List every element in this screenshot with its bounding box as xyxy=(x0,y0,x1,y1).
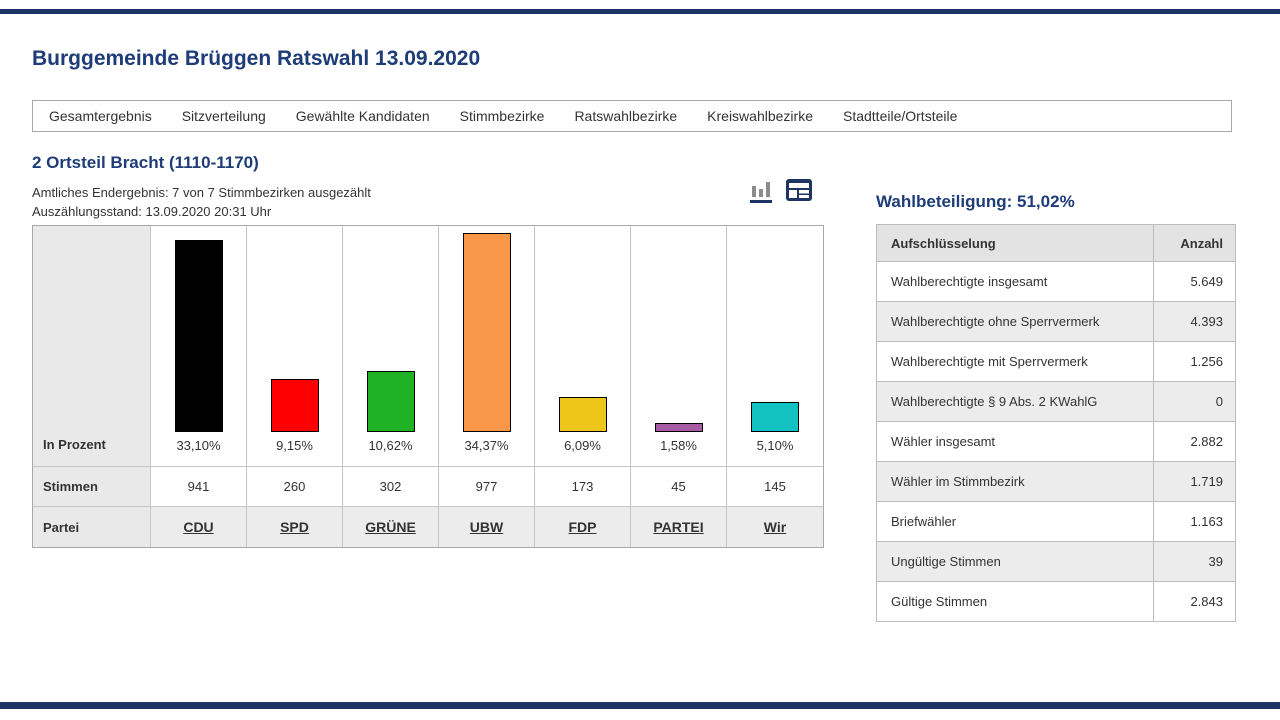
nav-tab-stadtteile-ortsteile[interactable]: Stadtteile/Ortsteile xyxy=(842,108,958,124)
party-cell-UBW: UBW xyxy=(439,507,535,547)
turnout-row-label: Ungültige Stimmen xyxy=(876,541,1154,582)
votes-cell-Wir: 145 xyxy=(727,467,823,507)
nav-tab-sitzverteilung[interactable]: Sitzverteilung xyxy=(181,108,266,124)
turnout-col-value: Anzahl xyxy=(1153,224,1236,262)
turnout-row: Wahlberechtigte § 9 Abs. 2 KWahlG 0 xyxy=(876,381,1236,422)
chart-cell-PARTEI: 1,58% xyxy=(631,226,727,467)
turnout-row-value: 1.256 xyxy=(1153,341,1236,382)
bar-SPD xyxy=(270,379,319,432)
percent-label-PARTEI: 1,58% xyxy=(660,438,697,453)
party-link-Wir[interactable]: Wir xyxy=(763,519,787,535)
turnout-row-value: 39 xyxy=(1153,541,1236,582)
chart-cell-FDP: 6,09% xyxy=(535,226,631,467)
turnout-row-label: Wähler im Stimmbezirk xyxy=(876,461,1154,502)
turnout-row: Wahlberechtigte ohne Sperrvermerk 4.393 xyxy=(876,301,1236,342)
turnout-row-label: Wahlberechtigte insgesamt xyxy=(876,261,1154,302)
turnout-row: Ungültige Stimmen 39 xyxy=(876,541,1236,582)
turnout-header-row: Aufschlüsselung Anzahl xyxy=(876,224,1236,262)
nav-tab-gesamtergebnis[interactable]: Gesamtergebnis xyxy=(49,108,152,124)
party-cell-SPD: SPD xyxy=(247,507,343,547)
turnout-row-label: Wahlberechtigte ohne Sperrvermerk xyxy=(876,301,1154,342)
nav-tab-kreiswahlbezirke[interactable]: Kreiswahlbezirke xyxy=(707,108,813,124)
turnout-heading: Wahlbeteiligung: 51,02% xyxy=(876,192,1075,211)
row-label-votes: Stimmen xyxy=(33,467,151,507)
votes-cell-FDP: 173 xyxy=(535,467,631,507)
view-switcher xyxy=(750,175,812,208)
nav-tab-stimmbezirke[interactable]: Stimmbezirke xyxy=(459,108,545,124)
turnout-row: Wähler insgesamt 2.882 xyxy=(876,421,1236,462)
turnout-table: Aufschlüsselung Anzahl Wahlberechtigte ins… xyxy=(876,224,1236,622)
turnout-row: Wahlberechtigte mit Sperrvermerk 1.256 xyxy=(876,341,1236,382)
bar-CDU xyxy=(174,240,223,432)
footer-rule xyxy=(0,702,1280,709)
party-cell-PARTEI: PARTEI xyxy=(631,507,727,547)
turnout-row-label: Briefwähler xyxy=(876,501,1154,542)
turnout-row-value: 1.719 xyxy=(1153,461,1236,502)
percent-label-UBW: 34,37% xyxy=(464,438,509,453)
chart-cell-Wir: 5,10% xyxy=(727,226,823,467)
turnout-col-label: Aufschlüsselung xyxy=(876,224,1154,262)
chart-cell-GRÜNE: 10,62% xyxy=(343,226,439,467)
results-chart-table: In Prozent 33,10% 9,15% 10,62% 34,37% 6,09% 1,… xyxy=(32,225,824,548)
bar-chart-view-icon[interactable] xyxy=(750,175,774,208)
turnout-row: Briefwähler 1.163 xyxy=(876,501,1236,542)
table-view-icon[interactable] xyxy=(786,179,812,208)
header-rule xyxy=(0,9,1280,14)
party-link-SPD[interactable]: SPD xyxy=(280,519,309,535)
party-cell-Wir: Wir xyxy=(727,507,823,547)
turnout-row: Gültige Stimmen 2.843 xyxy=(876,581,1236,622)
votes-cell-GRÜNE: 302 xyxy=(343,467,439,507)
chart-cell-CDU: 33,10% xyxy=(151,226,247,467)
votes-cell-SPD: 260 xyxy=(247,467,343,507)
bar-Wir xyxy=(751,402,799,432)
main-nav: Gesamtergebnis Sitzverteilung Gewählte Kan… xyxy=(32,100,1232,132)
turnout-row-value: 1.163 xyxy=(1153,501,1236,542)
votes-cell-UBW: 977 xyxy=(439,467,535,507)
section-heading: 2 Ortsteil Bracht (1110-1170) xyxy=(32,153,259,172)
chart-cell-UBW: 34,37% xyxy=(439,226,535,467)
party-link-FDP[interactable]: FDP xyxy=(568,519,597,535)
bar-FDP xyxy=(558,397,607,432)
party-link-UBW[interactable]: UBW xyxy=(469,519,504,535)
party-link-GRÜNE[interactable]: GRÜNE xyxy=(365,519,416,535)
count-status-text: Auszählungsstand: 13.09.2020 20:31 Uhr xyxy=(32,204,272,219)
chart-cell-SPD: 9,15% xyxy=(247,226,343,467)
result-status-text: Amtliches Endergebnis: 7 von 7 Stimmbezi… xyxy=(32,185,371,200)
percent-label-SPD: 9,15% xyxy=(276,438,313,453)
percent-label-GRÜNE: 10,62% xyxy=(368,438,413,453)
turnout-row: Wähler im Stimmbezirk 1.719 xyxy=(876,461,1236,502)
bar-PARTEI xyxy=(654,423,703,432)
turnout-row-value: 5.649 xyxy=(1153,261,1236,302)
turnout-row-label: Wähler insgesamt xyxy=(876,421,1154,462)
party-link-PARTEI[interactable]: PARTEI xyxy=(653,519,704,535)
party-cell-FDP: FDP xyxy=(535,507,631,547)
turnout-row-value: 4.393 xyxy=(1153,301,1236,342)
votes-cell-CDU: 941 xyxy=(151,467,247,507)
turnout-row-value: 2.843 xyxy=(1153,581,1236,622)
turnout-row-value: 2.882 xyxy=(1153,421,1236,462)
turnout-row-value: 0 xyxy=(1153,381,1236,422)
bar-UBW xyxy=(462,233,511,432)
nav-tab-gew-hlte-kandidaten[interactable]: Gewählte Kandidaten xyxy=(295,108,430,124)
party-cell-GRÜNE: GRÜNE xyxy=(343,507,439,547)
nav-tab-ratswahlbezirke[interactable]: Ratswahlbezirke xyxy=(574,108,678,124)
row-label-percent: In Prozent xyxy=(33,226,151,467)
percent-label-Wir: 5,10% xyxy=(756,438,794,453)
party-cell-CDU: CDU xyxy=(151,507,247,547)
row-label-party: Partei xyxy=(33,507,151,547)
turnout-row-label: Gültige Stimmen xyxy=(876,581,1154,622)
turnout-row: Wahlberechtigte insgesamt 5.649 xyxy=(876,261,1236,302)
turnout-row-label: Wahlberechtigte § 9 Abs. 2 KWahlG xyxy=(876,381,1154,422)
votes-cell-PARTEI: 45 xyxy=(631,467,727,507)
party-link-CDU[interactable]: CDU xyxy=(183,519,214,535)
page-title: Burggemeinde Brüggen Ratswahl 13.09.2020 xyxy=(32,47,481,70)
percent-label-FDP: 6,09% xyxy=(564,438,601,453)
bar-GRÜNE xyxy=(366,371,415,432)
turnout-row-label: Wahlberechtigte mit Sperrvermerk xyxy=(876,341,1154,382)
percent-label-CDU: 33,10% xyxy=(176,438,221,453)
